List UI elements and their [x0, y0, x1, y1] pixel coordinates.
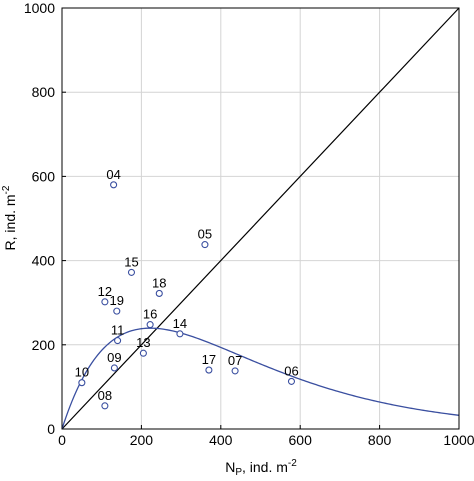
point-label-05: 05 — [198, 227, 212, 242]
x-tick-label: 800 — [368, 432, 392, 448]
x-tick-label: 400 — [209, 432, 233, 448]
x-axis-title-sub: P — [235, 467, 242, 478]
data-point-04 — [110, 181, 118, 189]
data-point-10 — [78, 379, 86, 387]
data-point-17 — [205, 366, 213, 374]
grid-lines — [62, 8, 459, 429]
x-axis-title-main: N — [225, 459, 235, 475]
point-label-18: 18 — [152, 275, 166, 290]
point-label-12: 12 — [98, 284, 112, 299]
point-label-17: 17 — [202, 352, 216, 367]
x-tick-label: 0 — [58, 432, 66, 448]
x-axis-title: NP, ind. m-2 — [225, 458, 297, 478]
data-point-18 — [155, 289, 163, 297]
x-tick-label: 600 — [289, 432, 313, 448]
point-label-06: 06 — [284, 363, 298, 378]
point-label-16: 16 — [143, 307, 157, 322]
axes-layer — [61, 7, 460, 430]
point-label-10: 10 — [75, 365, 89, 380]
data-point-12 — [101, 298, 109, 306]
point-label-14: 14 — [173, 316, 187, 331]
point-label-19: 19 — [110, 293, 124, 308]
plot-frame — [61, 7, 460, 430]
x-axis-title-rest: , ind. m — [242, 459, 288, 475]
y-tick-label: 600 — [32, 168, 56, 184]
fitted-curve — [61, 327, 460, 430]
data-point-19 — [113, 307, 121, 315]
x-axis-title-sup: -2 — [288, 458, 297, 469]
tick-labels: 0 200 400 600 800 1000 0 200 400 600 800 1000 — [24, 0, 474, 448]
y-tick-label: 1000 — [24, 0, 55, 16]
y-tick-label: 0 — [47, 421, 55, 437]
data-point-08 — [101, 402, 109, 410]
point-label-11: 11 — [111, 323, 125, 338]
x-tick-label: 1000 — [443, 432, 474, 448]
point-label-07: 07 — [228, 353, 242, 368]
data-point-13 — [139, 349, 147, 357]
point-label-04: 04 — [106, 167, 120, 182]
data-point-09 — [110, 364, 118, 372]
y-tick-label: 800 — [32, 84, 56, 100]
data-point-15 — [127, 268, 136, 276]
data-point-11 — [114, 337, 122, 345]
identity-line — [61, 7, 460, 430]
y-axis-title-main: R, ind. m — [2, 194, 18, 250]
data-point-16 — [146, 321, 154, 329]
x-tick-label: 200 — [130, 432, 154, 448]
y-axis-title: R, ind. m-2 — [1, 185, 18, 250]
y-tick-label: 200 — [32, 337, 56, 353]
data-point-06 — [287, 377, 296, 385]
data-point-07 — [231, 367, 239, 375]
y-axis-title-sup: -2 — [1, 185, 12, 194]
data-point-05 — [201, 241, 209, 249]
data-point-14 — [176, 330, 184, 338]
point-label-15: 15 — [124, 254, 138, 269]
y-tick-label: 400 — [32, 253, 56, 269]
point-label-08: 08 — [98, 388, 112, 403]
point-label-13: 13 — [136, 335, 150, 350]
curve-layer — [61, 7, 460, 430]
point-label-09: 09 — [107, 350, 121, 365]
